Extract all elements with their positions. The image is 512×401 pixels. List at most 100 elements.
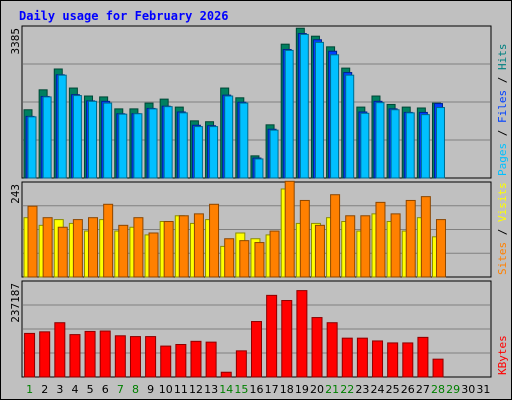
bar-kbytes-day-7 (114, 335, 126, 378)
day-label-11: 11 (174, 383, 188, 396)
bar-pages-day-7 (118, 113, 128, 179)
bar-kbytes-day-3 (54, 322, 66, 378)
day-label-1: 1 (26, 383, 33, 396)
bar-sites-day-8 (133, 217, 144, 278)
bar-sites-day-20 (314, 224, 325, 278)
day-label-10: 10 (159, 383, 173, 396)
bar-sites-day-23 (360, 215, 371, 278)
bar-kbytes-day-8 (129, 336, 141, 378)
bar-pages-day-8 (133, 113, 143, 179)
bar-kbytes-day-9 (145, 336, 157, 378)
bar-pages-day-21 (330, 54, 340, 179)
bar-sites-day-26 (405, 199, 416, 278)
bar-pages-day-1 (27, 116, 37, 179)
bar-sites-day-19 (299, 199, 310, 278)
bar-pages-day-23 (360, 112, 370, 179)
bar-pages-day-27 (420, 114, 430, 179)
bar-sites-day-4 (72, 219, 83, 278)
day-label-20: 20 (310, 383, 324, 396)
legend-entry: / (496, 70, 509, 90)
bar-sites-day-27 (420, 196, 431, 278)
bar-sites-day-7 (118, 224, 129, 278)
bar-kbytes-day-22 (341, 337, 353, 378)
bar-kbytes-day-13 (205, 341, 217, 378)
bar-sites-day-2 (42, 217, 53, 278)
bar-kbytes-day-5 (84, 330, 96, 378)
legend-entry: / (496, 222, 509, 242)
bar-kbytes-day-21 (326, 322, 338, 378)
bar-sites-day-17 (269, 230, 280, 278)
bar-sites-day-12 (193, 213, 204, 278)
day-label-5: 5 (87, 383, 94, 396)
legend-pages-files-hits: Pages / Files / Hits (496, 44, 509, 177)
bar-pages-day-13 (209, 126, 219, 179)
bar-sites-day-11 (178, 215, 189, 278)
day-label-3: 3 (56, 383, 63, 396)
bar-pages-day-22 (345, 74, 355, 179)
bar-kbytes-day-26 (402, 342, 414, 378)
legend-entry: Hits (496, 44, 509, 71)
bar-sites-day-6 (103, 203, 114, 278)
bar-sites-day-10 (163, 221, 174, 278)
bar-pages-day-17 (269, 129, 279, 179)
day-label-26: 26 (401, 383, 415, 396)
bar-kbytes-day-1 (24, 332, 36, 378)
legend-entry: KBytes (496, 335, 509, 375)
bar-kbytes-day-18 (281, 300, 293, 378)
day-label-8: 8 (132, 383, 139, 396)
bar-kbytes-day-20 (311, 317, 323, 378)
day-label-18: 18 (280, 383, 294, 396)
day-label-12: 12 (189, 383, 203, 396)
day-label-24: 24 (371, 383, 385, 396)
bar-pages-day-2 (42, 96, 52, 179)
day-label-27: 27 (416, 383, 430, 396)
bar-pages-day-24 (375, 102, 385, 179)
bar-pages-day-25 (390, 109, 400, 179)
bar-kbytes-day-24 (372, 340, 384, 378)
bar-pages-day-11 (178, 112, 188, 179)
day-label-13: 13 (204, 383, 218, 396)
bar-pages-day-4 (72, 95, 82, 179)
day-label-4: 4 (71, 383, 78, 396)
bar-sites-day-21 (330, 194, 341, 278)
bar-kbytes-day-16 (251, 321, 262, 378)
bar-kbytes-day-12 (190, 340, 202, 378)
bar-pages-day-14 (224, 95, 234, 179)
bar-pages-day-3 (57, 74, 67, 179)
legend-entry: Files (496, 90, 509, 123)
ymax-label-sites-visits: 243 (9, 184, 22, 204)
bar-sites-day-5 (88, 217, 99, 278)
bar-pages-day-18 (284, 49, 294, 179)
legend-sites-visits: Sites / Visits (496, 182, 509, 275)
day-label-30: 30 (461, 383, 475, 396)
bar-sites-day-15 (239, 240, 250, 278)
legend-entry: Pages (496, 143, 509, 176)
bar-sites-day-13 (209, 203, 220, 278)
bar-sites-day-28 (435, 219, 446, 278)
bar-kbytes-day-11 (175, 344, 187, 378)
legend-kbytes: KBytes (496, 335, 509, 375)
legend-entry: / (496, 123, 509, 143)
day-label-22: 22 (340, 383, 354, 396)
bar-pages-day-19 (299, 33, 309, 179)
ymax-label-kbytes: 237187 (9, 283, 22, 323)
day-label-17: 17 (265, 383, 279, 396)
bar-kbytes-day-28 (432, 358, 444, 378)
day-label-25: 25 (386, 383, 400, 396)
day-label-15: 15 (234, 383, 248, 396)
ymax-label-pages-files-hits: 3385 (9, 28, 22, 55)
bar-sites-day-14 (224, 238, 235, 278)
bar-pages-day-20 (314, 41, 324, 179)
day-label-9: 9 (147, 383, 154, 396)
bar-sites-day-18 (284, 180, 295, 278)
bar-pages-day-10 (163, 106, 173, 179)
bar-pages-day-28 (435, 107, 445, 179)
bar-sites-day-16 (254, 242, 265, 278)
legend-entry: Visits (496, 182, 509, 222)
bar-sites-day-9 (148, 232, 159, 278)
bar-sites-day-3 (57, 226, 68, 278)
bar-kbytes-day-19 (296, 290, 308, 378)
day-label-28: 28 (431, 383, 445, 396)
